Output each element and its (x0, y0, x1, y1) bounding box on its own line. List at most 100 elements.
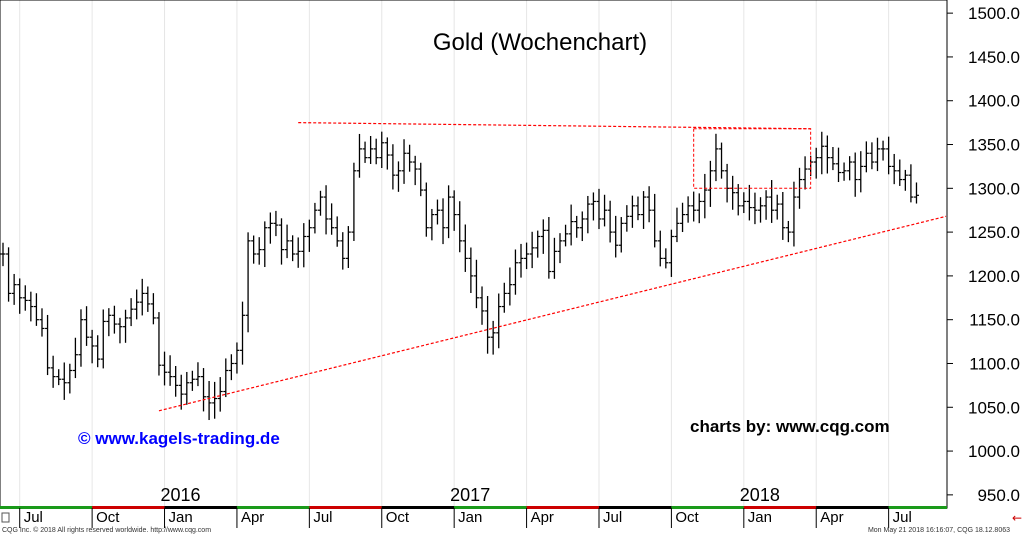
y-tick-label: 1200.0 (968, 267, 1020, 286)
vertical-gridlines (19, 0, 890, 506)
price-bar (6, 247, 12, 302)
price-bar (178, 374, 184, 410)
price-bar (501, 282, 507, 313)
price-bar (719, 142, 725, 179)
price-bar (674, 207, 680, 243)
price-bar (111, 305, 117, 334)
price-bar (841, 162, 847, 181)
price-bar (312, 202, 318, 234)
price-bar (362, 141, 368, 163)
price-bar (652, 193, 658, 248)
price-bar (713, 133, 719, 182)
price-bar (329, 203, 335, 235)
year-labels: 2016 2017 2018 (161, 485, 780, 505)
price-bar (189, 370, 195, 391)
scroll-box-icon[interactable] (1, 512, 10, 523)
x-axis-segment (526, 506, 599, 509)
x-axis-ticks: Jul Oct Jan Apr Jul Oct Jan Apr Jul Oct Jan Apr Jul (19, 508, 912, 528)
year-label: 2018 (740, 485, 780, 505)
price-bar (791, 181, 797, 247)
price-bar (317, 190, 323, 216)
price-bar (702, 173, 708, 219)
price-bar (234, 342, 240, 374)
price-bar (551, 237, 557, 279)
trendlines (158, 122, 947, 412)
y-tick-label: 950.0 (977, 486, 1020, 505)
price-bar (830, 146, 836, 171)
price-bar (139, 278, 145, 316)
x-tick-label: Jul (313, 509, 332, 526)
price-bar (334, 216, 340, 247)
arrow-left-icon[interactable]: ← (1012, 511, 1022, 525)
x-axis-strip (0, 506, 947, 509)
price-bar (897, 159, 903, 186)
price-bar (100, 309, 106, 369)
range-box (693, 128, 812, 189)
x-axis-segment (19, 506, 93, 509)
price-bar (373, 138, 379, 165)
price-bar (485, 296, 491, 354)
price-bar (496, 293, 502, 349)
price-bar (379, 131, 385, 168)
price-bar (72, 337, 78, 379)
price-bar (78, 309, 84, 367)
price-bar (201, 368, 207, 412)
price-bar (123, 309, 129, 343)
price-bar (162, 351, 168, 386)
price-bar (395, 161, 401, 192)
y-tick-label: 1250.0 (968, 223, 1020, 242)
price-bar (446, 185, 452, 239)
trendline (158, 215, 947, 412)
price-bar (95, 335, 101, 368)
price-bar (173, 365, 179, 397)
x-tick-label: Oct (386, 509, 410, 526)
price-bar (45, 314, 51, 376)
price-bar (869, 142, 875, 170)
price-bar (585, 195, 591, 234)
price-bar (223, 358, 229, 398)
x-tick-label: Oct (675, 509, 699, 526)
price-bar (295, 237, 301, 268)
x-tick-label: Jan (458, 509, 482, 526)
x-tick-label: Oct (96, 509, 120, 526)
price-bar (646, 186, 652, 223)
price-bar (0, 242, 6, 267)
price-bar (290, 235, 296, 262)
price-bar (451, 190, 457, 231)
footer-copyright: CQG Inc. © 2018 All rights reserved worl… (2, 526, 211, 534)
x-axis-segment (454, 506, 527, 509)
price-bar (746, 184, 752, 221)
price-bar (240, 301, 246, 365)
price-bar (880, 140, 886, 161)
footer-timestamp: Mon May 21 2018 16:16:07, CQG 18.12.8063 (868, 527, 1010, 534)
price-bar (624, 205, 630, 232)
y-tick-label: 1300.0 (968, 179, 1020, 198)
price-bar (813, 147, 819, 179)
price-bar (769, 180, 775, 223)
price-bar (730, 175, 736, 210)
price-bar (150, 293, 156, 325)
price-bar (412, 155, 418, 186)
price-bar (535, 230, 541, 258)
price-bar (490, 320, 496, 355)
price-bar (423, 182, 429, 237)
x-tick-label: Jul (603, 509, 622, 526)
price-bar (908, 164, 914, 203)
price-bar (206, 380, 212, 421)
price-bar (418, 162, 424, 197)
price-bar (724, 163, 730, 203)
price-bar (590, 192, 596, 221)
price-bar (780, 191, 786, 240)
price-bar (579, 211, 585, 242)
price-bar (663, 248, 669, 269)
price-bar (524, 242, 530, 270)
price-bar (518, 243, 524, 278)
price-bar (279, 218, 284, 265)
price-bar (758, 197, 764, 223)
price-bar (440, 198, 446, 245)
price-bar (557, 233, 563, 264)
price-bar (356, 133, 362, 178)
price-bar (568, 204, 574, 246)
price-bar (345, 226, 351, 268)
